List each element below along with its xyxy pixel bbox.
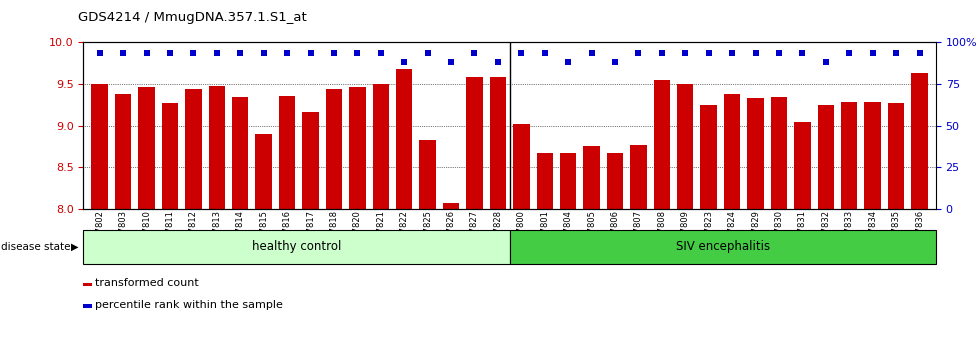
Bar (911, 73, 928, 209)
Point (326, 51, 342, 56)
Bar (724, 94, 740, 209)
Bar (185, 89, 202, 209)
Point (888, 51, 904, 56)
Bar (115, 94, 131, 209)
Bar (654, 80, 670, 209)
Bar (372, 84, 389, 209)
Bar (770, 97, 787, 209)
Bar (256, 134, 271, 209)
Point (490, 59, 506, 65)
Bar (510, 230, 936, 264)
Text: healthy control: healthy control (252, 240, 341, 253)
Bar (325, 89, 342, 209)
Bar (583, 147, 600, 209)
Bar (83, 230, 510, 264)
Bar (232, 97, 249, 209)
Bar (864, 102, 881, 209)
Point (748, 51, 763, 56)
Point (92, 51, 108, 56)
Point (584, 51, 600, 56)
Point (911, 51, 927, 56)
Text: percentile rank within the sample: percentile rank within the sample (95, 299, 282, 310)
Bar (209, 86, 225, 209)
Point (350, 51, 366, 56)
Bar (677, 84, 694, 209)
Bar (536, 153, 553, 209)
Bar (83, 283, 92, 286)
Point (303, 51, 318, 56)
Point (279, 51, 295, 56)
Point (654, 51, 669, 56)
Bar (349, 87, 366, 209)
Bar (514, 124, 529, 209)
Point (561, 59, 576, 65)
Bar (607, 153, 623, 209)
Point (771, 51, 787, 56)
Point (466, 51, 482, 56)
Point (139, 51, 155, 56)
Point (116, 51, 131, 56)
Point (630, 51, 646, 56)
Point (419, 51, 435, 56)
Text: disease state: disease state (1, 242, 71, 252)
Point (514, 51, 529, 56)
Bar (794, 121, 810, 209)
Bar (443, 203, 460, 209)
Point (232, 51, 248, 56)
Bar (490, 78, 506, 209)
Point (864, 51, 880, 56)
Point (396, 59, 412, 65)
Point (818, 59, 834, 65)
Point (373, 51, 389, 56)
Text: SIV encephalitis: SIV encephalitis (675, 240, 770, 253)
Bar (302, 112, 318, 209)
Point (795, 51, 810, 56)
Bar (83, 304, 92, 308)
Point (185, 51, 201, 56)
Text: ▶: ▶ (71, 242, 78, 252)
Point (162, 51, 177, 56)
Bar (138, 87, 155, 209)
Bar (91, 84, 108, 209)
Bar (419, 140, 436, 209)
Point (608, 59, 623, 65)
Text: transformed count: transformed count (95, 278, 198, 289)
Bar (560, 153, 576, 209)
Bar (888, 103, 905, 209)
Text: GDS4214 / MmugDNA.357.1.S1_at: GDS4214 / MmugDNA.357.1.S1_at (78, 11, 307, 24)
Bar (701, 105, 717, 209)
Point (537, 51, 553, 56)
Bar (630, 145, 647, 209)
Point (701, 51, 716, 56)
Bar (162, 103, 178, 209)
Point (842, 51, 858, 56)
Bar (817, 105, 834, 209)
Point (256, 51, 271, 56)
Point (443, 59, 459, 65)
Bar (466, 78, 483, 209)
Bar (748, 98, 763, 209)
Bar (841, 102, 858, 209)
Point (209, 51, 224, 56)
Point (677, 51, 693, 56)
Bar (279, 96, 295, 209)
Point (724, 51, 740, 56)
Bar (396, 69, 413, 209)
